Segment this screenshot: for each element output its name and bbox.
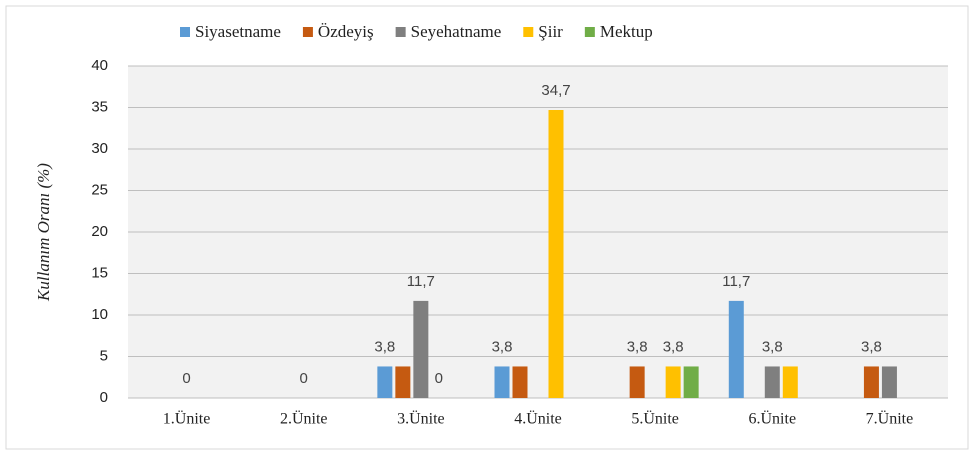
data-label: 34,7 xyxy=(541,82,570,99)
legend-swatch xyxy=(302,27,313,37)
y-tick-label: 30 xyxy=(91,140,108,157)
x-tick-label: 4.Ünite xyxy=(514,410,562,428)
data-label: 3,8 xyxy=(762,338,783,355)
data-label: 0 xyxy=(300,370,308,387)
data-label: 3,8 xyxy=(627,338,648,355)
data-label: 3,8 xyxy=(663,338,684,355)
legend-label: Siyasetname xyxy=(195,22,281,41)
bar xyxy=(782,366,798,398)
data-label: 3,8 xyxy=(861,338,882,355)
data-label: 0 xyxy=(182,370,190,387)
data-label: 11,7 xyxy=(407,273,435,290)
bar xyxy=(881,366,897,398)
legend-swatch xyxy=(523,27,534,37)
legend-swatch xyxy=(395,27,406,37)
data-label: 3,8 xyxy=(492,338,513,355)
legend-label: Özdeyiş xyxy=(318,22,374,41)
x-tick-label: 6.Ünite xyxy=(749,410,797,428)
bar xyxy=(494,366,510,398)
data-label: 0 xyxy=(435,370,443,387)
y-axis-label: Kullanım Oranı (%) xyxy=(34,163,53,302)
bar xyxy=(683,366,699,398)
x-tick-label: 5.Ünite xyxy=(631,410,679,428)
bar xyxy=(413,300,429,398)
bar xyxy=(764,366,780,398)
y-tick-label: 40 xyxy=(91,57,108,74)
y-tick-label: 5 xyxy=(100,347,108,364)
bar xyxy=(548,109,564,399)
bar xyxy=(395,366,411,398)
bar xyxy=(728,300,744,398)
legend-swatch xyxy=(180,27,190,37)
bar xyxy=(512,366,528,398)
y-tick-label: 20 xyxy=(91,223,108,240)
x-tick-label: 3.Ünite xyxy=(397,410,445,428)
x-tick-label: 1.Ünite xyxy=(163,410,211,428)
y-tick-label: 35 xyxy=(91,98,108,115)
bar xyxy=(629,366,645,398)
bar xyxy=(665,366,681,398)
data-label: 11,7 xyxy=(722,273,750,290)
y-tick-label: 25 xyxy=(91,181,108,198)
bar xyxy=(377,366,393,398)
legend-label: Seyehatname xyxy=(411,22,502,41)
bar xyxy=(863,366,879,398)
legend-label: Şiir xyxy=(538,22,563,41)
x-tick-label: 7.Ünite xyxy=(866,410,914,428)
x-tick-label: 2.Ünite xyxy=(280,410,328,428)
y-tick-label: 10 xyxy=(91,306,108,323)
y-tick-label: 15 xyxy=(91,264,108,281)
legend-swatch xyxy=(584,27,595,37)
legend-label: Mektup xyxy=(600,22,653,41)
data-label: 3,8 xyxy=(374,338,395,355)
y-tick-label: 0 xyxy=(100,389,108,406)
